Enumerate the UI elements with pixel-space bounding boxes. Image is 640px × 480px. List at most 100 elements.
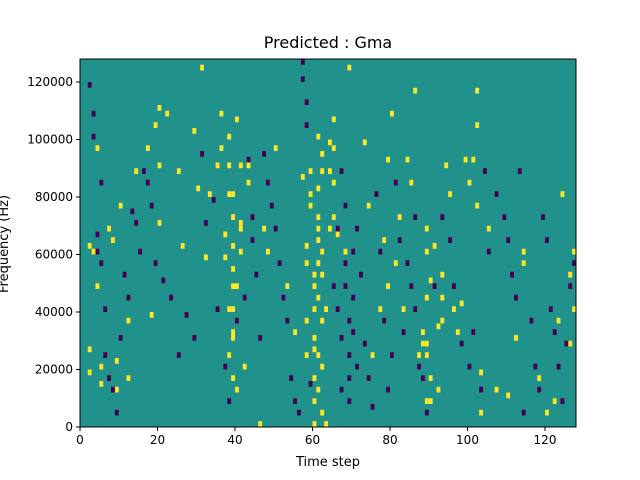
heatmap-cell-low	[331, 283, 336, 289]
heatmap-cell-low	[413, 306, 418, 312]
heatmap-cell-high	[386, 283, 390, 289]
heatmap-cell-high	[111, 237, 115, 243]
heatmap-cell-low	[211, 197, 216, 203]
heatmap-cell-high	[223, 231, 228, 238]
heatmap-cell-low	[273, 225, 278, 232]
heatmap-cell-low	[374, 191, 379, 197]
heatmap-cell-high	[405, 156, 410, 163]
x-tick-label: 120	[534, 433, 557, 447]
heatmap-cell-high	[316, 237, 321, 243]
heatmap-cell-low	[347, 317, 352, 324]
heatmap-cell-low	[521, 409, 526, 416]
heatmap-cell-high	[231, 335, 235, 341]
heatmap-cell-high	[568, 271, 573, 278]
heatmap-cell-high	[316, 225, 321, 232]
heatmap-cell-high	[556, 317, 561, 324]
heatmap-cell-high	[304, 352, 309, 358]
heatmap-cell-high	[320, 168, 325, 174]
y-tick-label: 20000	[35, 363, 73, 377]
heatmap-cell-low	[130, 208, 135, 215]
heatmap-cell-high	[471, 156, 476, 163]
heatmap-cell-low	[335, 306, 340, 312]
heatmap-cell-low	[572, 260, 576, 266]
heatmap-cell-low	[347, 375, 352, 381]
heatmap-cell-high	[219, 145, 224, 151]
heatmap-cell-high	[514, 335, 518, 341]
heatmap-cell-high	[126, 317, 131, 324]
heatmap-cell-low	[351, 248, 356, 255]
heatmap-cell-high	[114, 386, 119, 393]
heatmap-cell-high	[537, 375, 542, 381]
heatmap-cell-low	[424, 409, 429, 416]
heatmap-cell-low	[339, 168, 344, 174]
heatmap-cell-high	[428, 375, 433, 381]
heatmap-cell-high	[455, 329, 460, 335]
heatmap-cell-high	[421, 329, 425, 335]
heatmap-cell-low	[378, 248, 383, 255]
heatmap-cell-low	[103, 352, 108, 358]
heatmap-cell-high	[293, 329, 297, 335]
heatmap-cell-high	[475, 122, 480, 128]
heatmap-cell-high	[238, 225, 243, 232]
heatmap-cell-high	[87, 346, 92, 353]
heatmap-cell-high	[320, 151, 325, 157]
heatmap-cell-low	[153, 260, 158, 266]
heatmap-cell-low	[266, 179, 270, 186]
heatmap-cell-low	[355, 363, 359, 370]
heatmap-cell-low	[149, 202, 154, 209]
heatmap-cell-high	[231, 243, 235, 249]
heatmap-cell-low	[111, 386, 115, 393]
heatmap-cell-high	[308, 202, 313, 209]
heatmap-cell-low	[91, 110, 96, 117]
heatmap-cell-high	[552, 398, 557, 404]
heatmap-cell-high	[331, 179, 336, 186]
heatmap-cell-high	[235, 386, 239, 393]
heatmap-cell-high	[149, 312, 154, 318]
x-axis-label: Time step	[295, 455, 360, 470]
heatmap-cell-low	[494, 191, 499, 197]
heatmap-cell-high	[219, 110, 224, 117]
y-tick-label: 80000	[35, 190, 73, 204]
heatmap-cell-high	[200, 64, 204, 71]
heatmap-cell-low	[200, 151, 204, 157]
heatmap-cell-low	[99, 179, 104, 186]
heatmap-cell-low	[486, 248, 491, 255]
chart-title: Predicted : Gma	[264, 33, 392, 52]
heatmap-cell-high	[246, 162, 251, 169]
heatmap-cell-high	[463, 156, 468, 163]
heatmap-cell-high	[312, 375, 317, 381]
heatmap-cell-low	[126, 294, 131, 301]
heatmap-cell-high	[572, 248, 576, 255]
heatmap-cell-high	[572, 306, 576, 312]
heatmap-cell-high	[413, 87, 418, 94]
heatmap-cell-high	[157, 162, 162, 169]
heatmap-cell-high	[312, 271, 317, 278]
x-tick-label: 20	[150, 433, 165, 447]
heatmap-cell-high	[320, 363, 325, 370]
heatmap-cell-low	[99, 260, 104, 266]
heatmap-cell-low	[138, 248, 142, 255]
heatmap-cell-high	[312, 398, 317, 404]
y-axis: 0 20000 40000 60000 80000 100000 120000	[27, 75, 80, 434]
heatmap-cell-low	[277, 260, 282, 266]
heatmap-cell-low	[87, 82, 92, 88]
heatmap-cell-high	[316, 214, 321, 220]
heatmap-cell-high	[362, 139, 367, 146]
heatmap-cell-low	[556, 363, 561, 370]
heatmap-cell-high	[126, 375, 131, 381]
heatmap-background	[80, 59, 576, 427]
heatmap-cell-high	[99, 363, 104, 370]
heatmap-cell-low	[285, 317, 290, 324]
heatmap-cell-low	[483, 168, 487, 174]
heatmap-cell-high	[448, 191, 452, 197]
heatmap-cell-high	[204, 254, 208, 261]
heatmap-cell-high	[304, 260, 309, 266]
heatmap-cell-high	[304, 317, 309, 324]
heatmap-cell-high	[506, 392, 511, 399]
heatmap-cell-low	[548, 306, 553, 312]
heatmap-cell-high	[424, 352, 429, 358]
heatmap-cell-low	[421, 375, 425, 381]
heatmap-cell-low	[370, 404, 375, 410]
heatmap-cell-high	[99, 381, 104, 387]
